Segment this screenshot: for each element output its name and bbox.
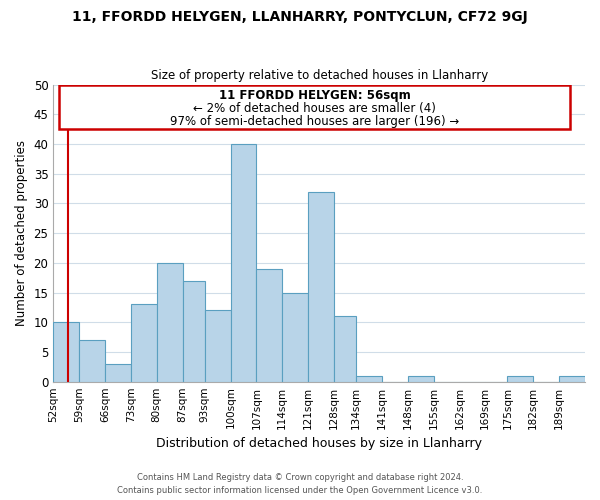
Text: Contains HM Land Registry data © Crown copyright and database right 2024.
Contai: Contains HM Land Registry data © Crown c…	[118, 474, 482, 495]
Bar	[157, 263, 182, 382]
Bar	[508, 376, 533, 382]
Bar	[79, 340, 105, 382]
Text: 11, FFORDD HELYGEN, LLANHARRY, PONTYCLUN, CF72 9GJ: 11, FFORDD HELYGEN, LLANHARRY, PONTYCLUN…	[72, 10, 528, 24]
Bar	[182, 280, 205, 382]
Bar	[334, 316, 356, 382]
Y-axis label: Number of detached properties: Number of detached properties	[15, 140, 28, 326]
Bar	[205, 310, 230, 382]
Bar	[105, 364, 131, 382]
Bar	[408, 376, 434, 382]
Bar	[356, 376, 382, 382]
Text: ← 2% of detached houses are smaller (4): ← 2% of detached houses are smaller (4)	[193, 102, 436, 116]
Bar	[256, 269, 282, 382]
Bar	[131, 304, 157, 382]
Bar	[53, 322, 79, 382]
Text: 11 FFORDD HELYGEN: 56sqm: 11 FFORDD HELYGEN: 56sqm	[218, 90, 410, 102]
X-axis label: Distribution of detached houses by size in Llanharry: Distribution of detached houses by size …	[156, 437, 482, 450]
Bar	[308, 192, 334, 382]
Bar	[559, 376, 585, 382]
FancyBboxPatch shape	[59, 84, 570, 129]
Text: 97% of semi-detached houses are larger (196) →: 97% of semi-detached houses are larger (…	[170, 116, 459, 128]
Title: Size of property relative to detached houses in Llanharry: Size of property relative to detached ho…	[151, 69, 488, 82]
Bar	[230, 144, 256, 382]
Bar	[282, 292, 308, 382]
